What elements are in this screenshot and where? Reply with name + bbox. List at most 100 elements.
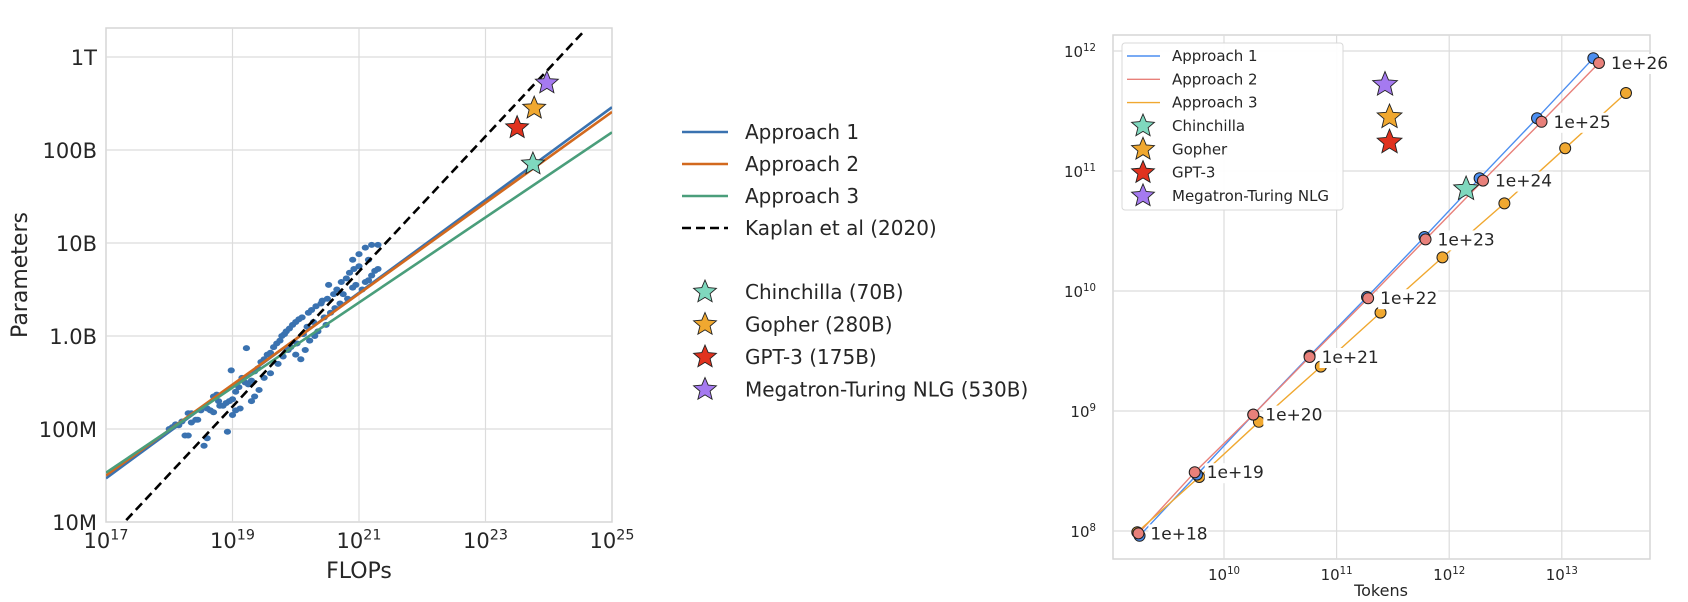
left-x-tick-label: 1017 [84, 528, 129, 553]
scatter-point [266, 370, 275, 377]
left-x-tick-label: 1019 [210, 528, 255, 553]
legend-label: Approach 2 [745, 152, 859, 176]
flop-label: 1e+23 [1438, 230, 1495, 250]
scatter-point [330, 291, 338, 298]
scatter-point [325, 281, 333, 288]
scatter-point [337, 279, 345, 286]
scatter-point [251, 393, 259, 400]
series-point [1476, 174, 1489, 187]
flop-label: 1e+19 [1207, 463, 1264, 483]
legend-label: GPT-3 [1172, 164, 1215, 182]
right-x-tick-label: 1013 [1546, 566, 1578, 584]
legend-star-icon [1130, 182, 1156, 207]
left-x-tick-label-base: 10 [84, 529, 111, 553]
right-x-tick-label-exp: 10 [1227, 566, 1240, 577]
scatter-point [184, 432, 192, 439]
scatter-point [350, 266, 358, 273]
left-y-tick-labels: 10M 100M 1.0B 10B 100B 1T [39, 46, 97, 535]
star-gopher [1376, 102, 1404, 129]
left-y-tick-label: 1T [71, 46, 97, 70]
scatter-point [297, 356, 305, 363]
left-x-tick-label-base: 10 [337, 529, 364, 553]
right-x-axis-label: Tokens [1353, 581, 1408, 600]
right-model-stars [1371, 70, 1480, 201]
right-x-tick-label-base: 10 [1433, 566, 1452, 584]
right-y-tick-label-exp: 11 [1083, 163, 1096, 174]
left-y-tick-label: 100B [43, 139, 98, 163]
scatter-point [368, 272, 376, 279]
scatter-point [342, 275, 350, 282]
flop-label: 1e+25 [1554, 113, 1611, 133]
legend-star-icon [692, 343, 718, 368]
right-y-tick-label-exp: 10 [1083, 283, 1096, 294]
right-x-tick-label-exp: 12 [1452, 566, 1465, 577]
scatter-point [247, 398, 256, 405]
scatter-point [298, 314, 306, 321]
left-x-tick-label-exp: 17 [110, 528, 128, 544]
left-y-tick-label: 1.0B [49, 325, 97, 349]
right-y-tick-label-exp: 8 [1090, 523, 1096, 534]
right-x-tick-label-base: 10 [1321, 566, 1340, 584]
left-y-tick-label: 100M [39, 418, 97, 442]
series-point [1559, 142, 1572, 155]
left-x-tick-label-base: 10 [210, 529, 237, 553]
flop-label: 1e+22 [1380, 289, 1437, 309]
left-y-tick-label: 10M [52, 511, 97, 535]
scatter-point [255, 386, 263, 393]
right-y-tick-label: 1011 [1064, 163, 1096, 181]
legend-label: Gopher (280B) [745, 313, 893, 337]
scatter-point [333, 286, 341, 293]
line-approach-3 [106, 131, 612, 474]
series-point [1619, 87, 1632, 99]
flop-label-bg [1204, 463, 1265, 484]
scatter-point [345, 269, 354, 276]
legend-label: Megatron-Turing NLG [1172, 187, 1329, 205]
scatter-point [276, 337, 284, 344]
scatter-point [223, 428, 232, 435]
flop-label: 1e+21 [1322, 348, 1379, 368]
right-x-tick-label-exp: 11 [1340, 566, 1353, 577]
star-chinchilla [520, 150, 546, 175]
right-y-tick-label: 1012 [1064, 43, 1096, 61]
right-y-tick-label: 109 [1070, 403, 1096, 421]
scatter-point [232, 388, 240, 395]
scatter-point [236, 405, 244, 412]
left-x-tick-label-exp: 21 [363, 528, 381, 544]
left-x-tick-label-exp: 19 [237, 528, 255, 544]
scatter-point [228, 412, 237, 419]
left-y-axis-label: Parameters [8, 212, 33, 338]
scatter-point [292, 351, 300, 358]
left-x-tick-label-base: 10 [463, 529, 490, 553]
legend-label: Chinchilla [1172, 117, 1245, 135]
left-x-tick-label-exp: 25 [616, 528, 634, 544]
star-gopher [521, 95, 547, 119]
right-x-tick-label: 1010 [1208, 566, 1240, 584]
right-y-tick-label-base: 10 [1070, 403, 1089, 421]
right-y-tick-label-base: 10 [1064, 163, 1083, 181]
scatter-point [194, 416, 202, 423]
left-x-tick-label: 1021 [337, 528, 382, 553]
left-legend: Approach 1 Approach 2 Approach 3 Kaplan et … [682, 120, 1028, 402]
scatter-point [368, 241, 376, 248]
right-x-tick-label-base: 10 [1208, 566, 1227, 584]
legend-label: Kaplan et al (2020) [745, 216, 937, 240]
series-point [1498, 197, 1511, 210]
legend-star-icon [692, 311, 718, 336]
legend-label: Chinchilla (70B) [745, 280, 904, 304]
series-point [1247, 408, 1260, 421]
scatter-point [228, 396, 237, 403]
flop-label-bg [1148, 524, 1209, 545]
scatter-point [349, 256, 357, 263]
scatter-point [339, 291, 347, 298]
legend-label: Approach 1 [1172, 47, 1258, 65]
right-y-tick-label-exp: 9 [1090, 403, 1096, 414]
right-y-tick-label-base: 10 [1070, 523, 1089, 541]
right-x-tick-label-base: 10 [1546, 566, 1565, 584]
legend-star-icon [1130, 112, 1156, 137]
legend-label: Approach 2 [1172, 70, 1258, 88]
left-x-tick-label-exp: 23 [490, 528, 508, 544]
left-model-stars [504, 69, 560, 175]
scatter-point [247, 377, 256, 384]
